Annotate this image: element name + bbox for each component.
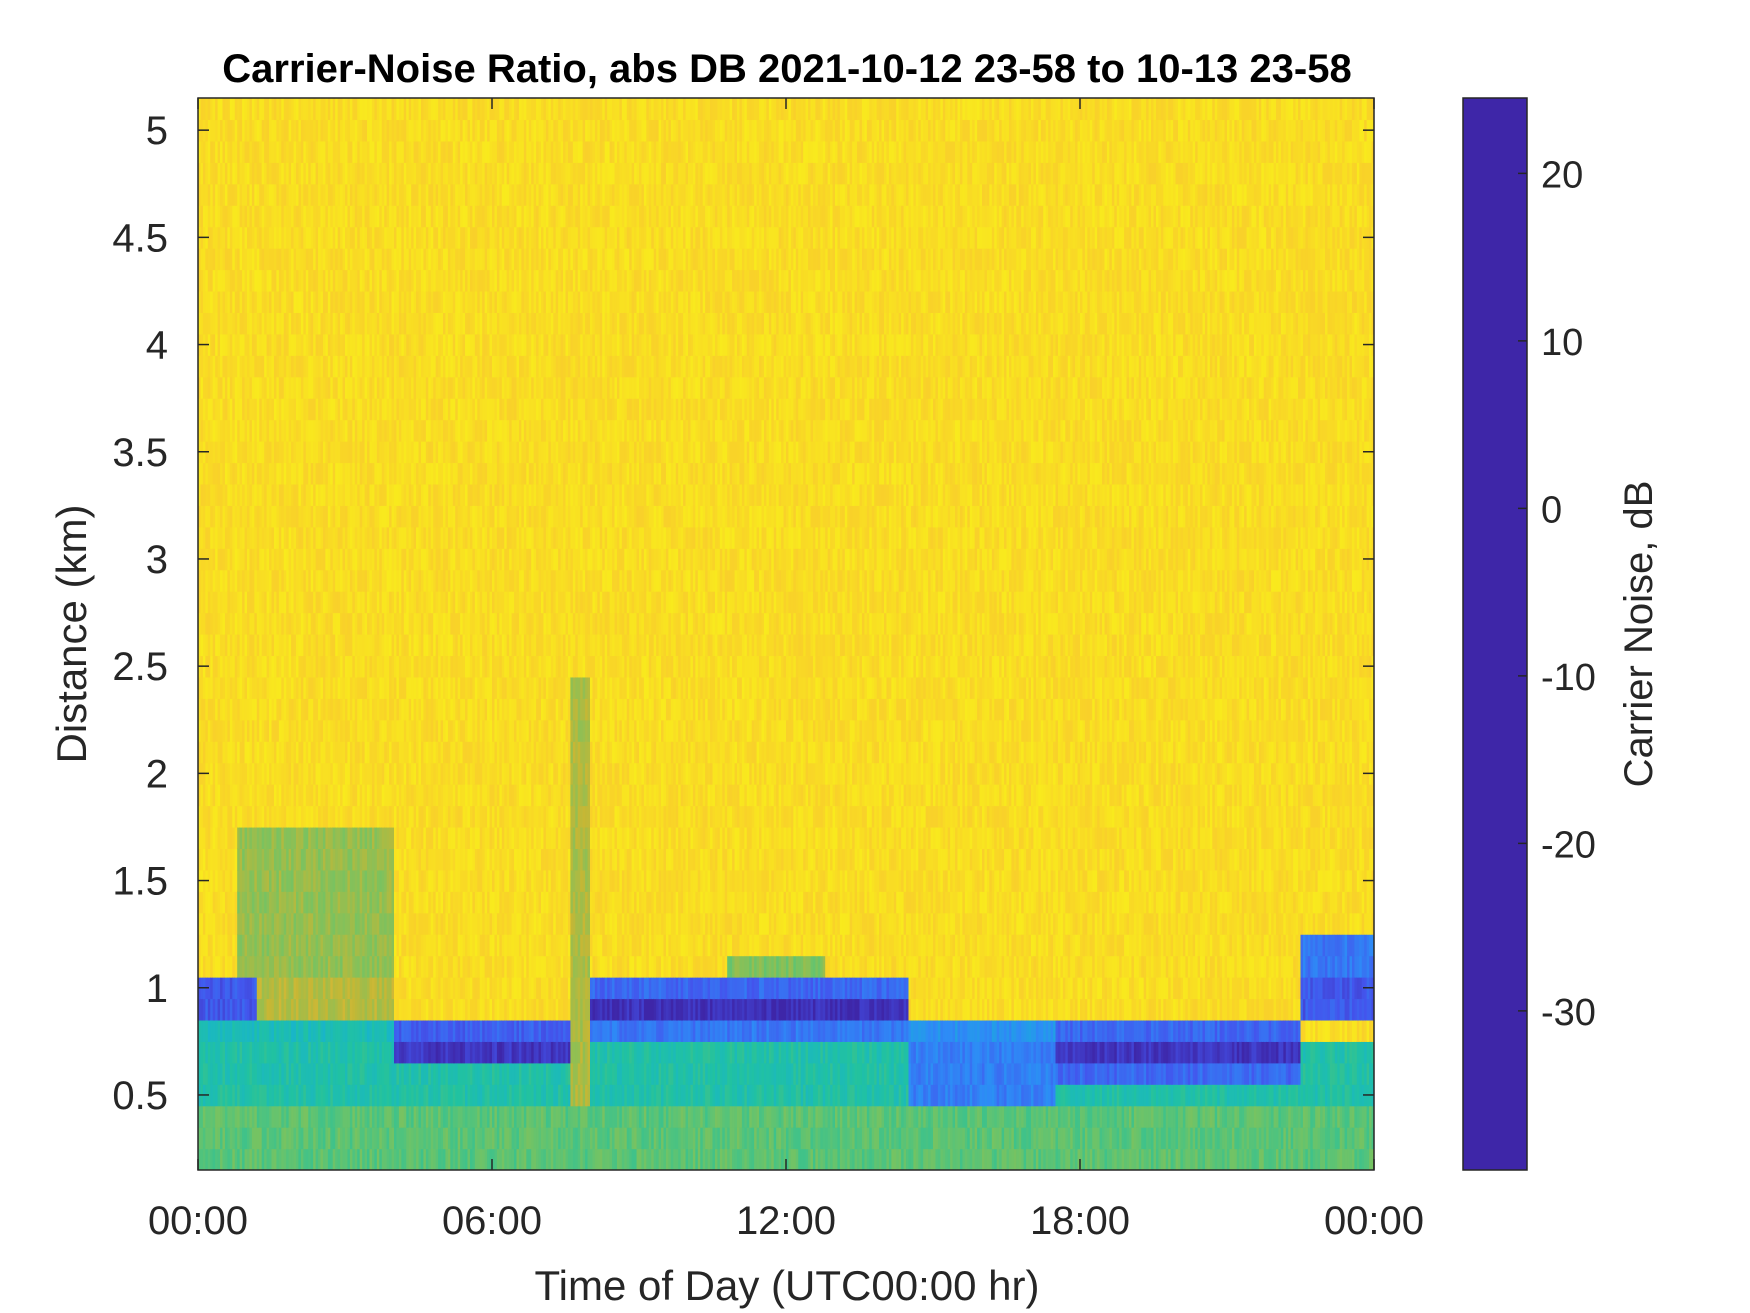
chart-title: Carrier-Noise Ratio, abs DB 2021-10-12 2…	[222, 47, 1351, 91]
heatmap-cells	[198, 98, 1375, 1171]
